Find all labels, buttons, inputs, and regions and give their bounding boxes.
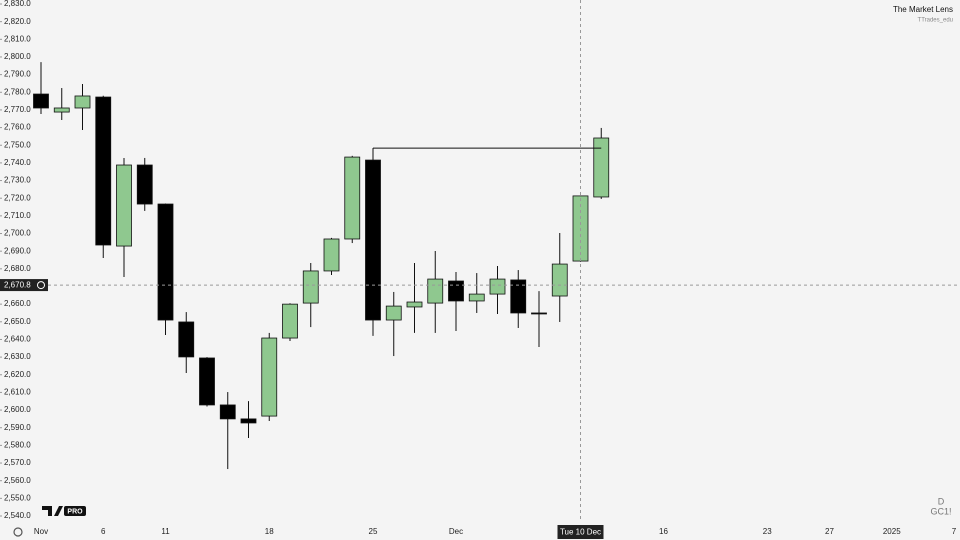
candle-body (136, 164, 153, 205)
x-tick-label: 16 (659, 527, 668, 536)
logo-badge (64, 506, 86, 516)
x-tick-label: 11 (161, 527, 170, 536)
badge-text: PRO (67, 508, 83, 515)
y-tick-label: 2,770.0 (4, 105, 31, 114)
candle-body (116, 164, 132, 247)
interval: D (938, 496, 945, 506)
y-tick-label: 2,560.0 (4, 476, 31, 485)
y-tick-label: 2,820.0 (4, 17, 31, 26)
x-tick-label: Nov (34, 527, 48, 536)
y-tick-label: 2,740.0 (4, 158, 31, 167)
y-tick-label: 2,550.0 (4, 493, 31, 502)
candle-body (323, 238, 340, 272)
y-tick-label: 2,810.0 (4, 34, 31, 43)
x-tick-label: 23 (763, 527, 772, 536)
x-tick-label: 2025 (883, 527, 901, 536)
y-tick-label: 2,790.0 (4, 70, 31, 79)
y-tick-label: 2,710.0 (4, 211, 31, 220)
y-tick-label: 2,700.0 (4, 229, 31, 238)
y-tick-label: 2,570.0 (4, 458, 31, 467)
candle-body (219, 404, 236, 420)
y-tick-label: 2,640.0 (4, 335, 31, 344)
crosshair-icon (37, 281, 45, 290)
x-tick-label: 27 (825, 527, 834, 536)
candle-body (33, 93, 49, 109)
chart-subtitle: TTrades_edu (918, 18, 953, 24)
y-tick-label: 2,720.0 (4, 193, 31, 202)
candle-body (199, 357, 215, 406)
candle-body (448, 280, 464, 302)
y-tick-label: 2,730.0 (4, 176, 31, 185)
y-tick-label: 2,590.0 (4, 423, 31, 432)
x-tick-label: 7 (952, 527, 957, 536)
candle-body (510, 279, 527, 314)
candle-body (593, 137, 610, 198)
x-tick-label: 18 (265, 527, 274, 536)
candle-body (95, 96, 112, 246)
candle-body (489, 278, 506, 295)
candle-body (551, 263, 568, 297)
crosshair-x-label: Tue 10 Dec (560, 528, 601, 537)
candle-body (282, 303, 298, 339)
y-tick-label: 2,750.0 (4, 140, 31, 149)
candle-body (468, 293, 485, 302)
chart-title: The Market Lens (893, 5, 953, 14)
settings-icon[interactable] (13, 527, 23, 537)
y-tick-label: 2,600.0 (4, 405, 31, 414)
candle-body (178, 321, 195, 358)
y-tick-label: 2,690.0 (4, 246, 31, 255)
crosshair-x-box (557, 525, 604, 539)
x-tick-label: Dec (449, 527, 463, 536)
candle-body (531, 312, 547, 315)
y-tick-label: 2,610.0 (4, 388, 31, 397)
y-tick-label: 2,680.0 (4, 264, 31, 273)
candle-body (240, 418, 257, 424)
candle-body (365, 159, 381, 321)
candle-body (427, 278, 444, 304)
y-tick-label: 2,760.0 (4, 123, 31, 132)
y-tick-label: 2,650.0 (4, 317, 31, 326)
x-tick-label: 6 (101, 527, 106, 536)
candle-body (344, 156, 361, 240)
candle-body (157, 203, 174, 321)
candle-body (53, 107, 70, 113)
candle-body (406, 301, 423, 308)
y-tick-label: 2,800.0 (4, 52, 31, 61)
symbol: GC1! (930, 506, 951, 516)
y-tick-label: 2,580.0 (4, 440, 31, 449)
candle-body (302, 270, 319, 304)
y-tick-label: 2,630.0 (4, 352, 31, 361)
x-tick-label: 25 (369, 527, 378, 536)
logo: PRO (42, 506, 86, 516)
candle-body (261, 337, 278, 417)
logo-mark (42, 506, 63, 516)
y-tick-label: 2,780.0 (4, 87, 31, 96)
crosshair-y-label: 2,670.8 (4, 281, 31, 290)
crosshair-y-box (0, 279, 48, 292)
y-tick-label: 2,830.0 (4, 0, 31, 8)
y-tick-label: 2,660.0 (4, 299, 31, 308)
candle-body (385, 305, 402, 321)
y-tick-label: 2,620.0 (4, 370, 31, 379)
y-tick-label: 2,540.0 (4, 511, 31, 520)
candle-body (74, 95, 91, 109)
